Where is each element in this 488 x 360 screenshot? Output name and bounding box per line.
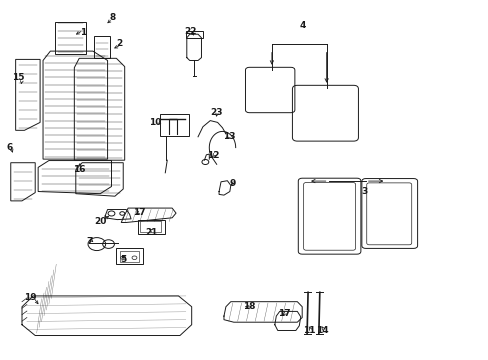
Text: 16: 16 <box>73 165 85 174</box>
Bar <box>120 251 139 262</box>
Text: 3: 3 <box>361 187 366 196</box>
Text: 13: 13 <box>222 132 235 140</box>
Bar <box>116 248 143 264</box>
Text: 9: 9 <box>229 179 236 188</box>
Text: 5: 5 <box>120 256 126 264</box>
Bar <box>138 220 164 234</box>
Text: 7: 7 <box>86 237 93 246</box>
Text: 4: 4 <box>299 21 306 30</box>
Bar <box>185 31 203 38</box>
Text: 20: 20 <box>94 217 106 226</box>
Text: 22: 22 <box>184 27 197 36</box>
Text: 17: 17 <box>278 309 290 318</box>
Text: 12: 12 <box>206 151 219 160</box>
Text: 2: 2 <box>117 39 122 48</box>
Text: 21: 21 <box>145 228 158 237</box>
Text: 14: 14 <box>316 326 328 335</box>
Text: 6: 6 <box>7 143 13 152</box>
Text: 8: 8 <box>109 13 115 22</box>
Text: 18: 18 <box>243 302 255 311</box>
Text: 23: 23 <box>210 108 223 117</box>
Text: 11: 11 <box>303 326 315 335</box>
Bar <box>140 221 161 232</box>
Bar <box>160 114 188 136</box>
Text: 17: 17 <box>133 208 145 217</box>
Text: 10: 10 <box>149 118 162 127</box>
Text: 1: 1 <box>80 28 86 37</box>
Text: 19: 19 <box>24 292 37 302</box>
Text: 15: 15 <box>12 73 25 82</box>
